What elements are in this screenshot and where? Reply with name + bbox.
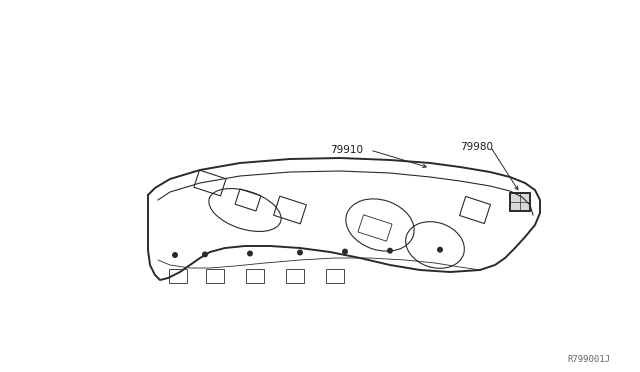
Circle shape <box>437 247 443 253</box>
Text: R799001J: R799001J <box>567 355 610 364</box>
Text: 79910: 79910 <box>330 145 363 155</box>
Circle shape <box>342 248 348 254</box>
Circle shape <box>297 250 303 256</box>
Polygon shape <box>510 193 530 211</box>
Circle shape <box>387 248 393 254</box>
Circle shape <box>172 252 178 258</box>
Circle shape <box>247 250 253 257</box>
Text: 79980: 79980 <box>460 142 493 152</box>
Circle shape <box>202 251 208 257</box>
